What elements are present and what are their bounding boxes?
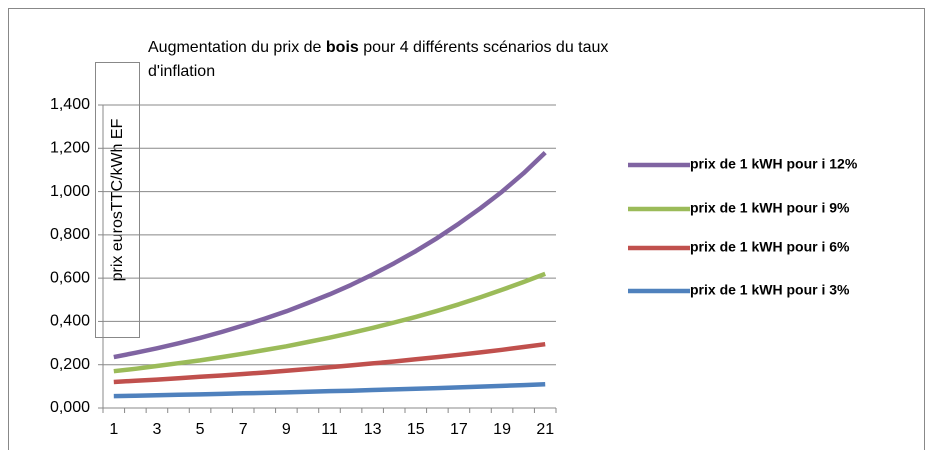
title-part: Augmentation du prix de bbox=[148, 39, 326, 56]
x-tick-label: 3 bbox=[152, 421, 161, 438]
x-tick-label: 21 bbox=[536, 421, 554, 438]
chart-border bbox=[8, 8, 925, 454]
series-line bbox=[113, 150, 547, 360]
chart-title: d'inflation bbox=[148, 63, 215, 80]
y-tick-label: 1,000 bbox=[50, 183, 90, 200]
legend-label: prix de 1 kWH pour i 3% bbox=[690, 282, 850, 298]
legend-label: prix de 1 kWH pour i 12% bbox=[690, 156, 858, 172]
series-line bbox=[113, 271, 546, 374]
title-part: bois bbox=[326, 39, 359, 56]
x-tick-label: 17 bbox=[450, 421, 468, 438]
x-tick-label: 11 bbox=[321, 421, 338, 438]
x-tick-label: 9 bbox=[282, 421, 291, 438]
series-line bbox=[113, 381, 546, 399]
y-tick-label: 1,200 bbox=[50, 140, 90, 157]
chart-title: Augmentation du prix de bois pour 4 diff… bbox=[148, 39, 608, 56]
y-tick-label: 0,800 bbox=[50, 226, 90, 243]
x-tick-label: 13 bbox=[364, 421, 382, 438]
y-tick-label: 0,600 bbox=[50, 269, 90, 286]
title-part: pour 4 différents scénarios du taux bbox=[359, 39, 609, 56]
legend-label: prix de 1 kWH pour i 6% bbox=[690, 239, 850, 255]
y-axis-label: prix eurosTTC/kWh EF bbox=[109, 118, 126, 281]
y-tick-label: 0,200 bbox=[50, 356, 90, 373]
legend-label: prix de 1 kWH pour i 9% bbox=[690, 200, 850, 216]
x-tick-label: 1 bbox=[109, 421, 118, 438]
y-tick-label: 0,400 bbox=[50, 313, 90, 330]
x-tick-label: 15 bbox=[407, 421, 425, 438]
y-tick-label: 0,000 bbox=[50, 399, 90, 416]
x-tick-label: 7 bbox=[239, 421, 248, 438]
y-tick-label: 1,400 bbox=[50, 96, 90, 113]
x-tick-label: 5 bbox=[196, 421, 205, 438]
series-line bbox=[113, 341, 546, 385]
x-tick-label: 19 bbox=[493, 421, 511, 438]
